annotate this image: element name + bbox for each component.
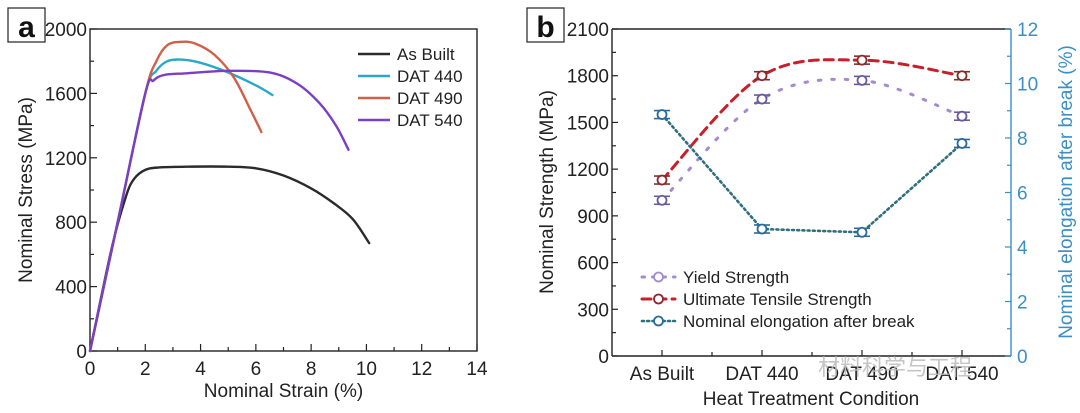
legend-marker xyxy=(653,293,664,305)
panel-b-label: b xyxy=(536,11,554,44)
y-tick-label: 600 xyxy=(577,254,609,275)
data-point xyxy=(854,54,870,66)
series-line-dat-490 xyxy=(88,40,263,353)
x-tick-label: 4 xyxy=(195,359,206,380)
x-tick-label: 2 xyxy=(140,359,151,380)
legend-label: Nominal elongation after break xyxy=(683,312,915,331)
panel-b-y2-axis-label: Nominal elongation after break (%) xyxy=(1056,45,1077,339)
y-tick-label: 800 xyxy=(55,213,87,234)
marker-circle xyxy=(856,74,868,86)
x-category-label: As Built xyxy=(630,364,695,385)
data-point xyxy=(954,70,970,82)
y-tick-label: 1800 xyxy=(567,67,609,88)
series-line-ultimate-tensile-strength xyxy=(660,58,964,182)
legend-marker xyxy=(653,315,664,327)
series-line-as-built xyxy=(88,165,371,353)
x-tick-label: 0 xyxy=(85,359,96,380)
marker-circle xyxy=(756,93,768,105)
y-tick-label: 2000 xyxy=(45,20,87,41)
panel-b-y-axis-label: Nominal Strength (MPa) xyxy=(537,90,558,294)
legend-marker xyxy=(653,271,664,283)
x-tick-label: 12 xyxy=(411,359,432,380)
data-point xyxy=(954,110,970,122)
legend-label: Ultimate Tensile Strength xyxy=(683,290,872,309)
x-tick-label: 6 xyxy=(251,359,262,380)
x-tick-label: 14 xyxy=(466,359,488,380)
data-point xyxy=(954,138,970,149)
data-point xyxy=(654,194,670,206)
marker-circle xyxy=(656,194,668,206)
data-point xyxy=(654,174,670,186)
panel-a-series xyxy=(88,40,371,353)
marker-circle xyxy=(956,70,968,82)
x-category-label: DAT 440 xyxy=(725,364,798,385)
legend-label: DAT 540 xyxy=(397,111,463,130)
legend-label: Yield Strength xyxy=(683,268,789,287)
data-point xyxy=(754,93,770,105)
legend-label: DAT 490 xyxy=(397,89,463,108)
y-tick-label: 2100 xyxy=(567,20,609,41)
watermark: 材料科学与工程 xyxy=(818,356,972,381)
panel-a: a 0 2 4 6 8 10 12 14 0 400 800 1200 1600 2000 Nominal… xyxy=(7,7,488,402)
series-line-dat-440 xyxy=(88,58,274,353)
y-tick-label: 1200 xyxy=(567,160,609,181)
panel-b-label-box xyxy=(526,7,565,43)
marker-circle xyxy=(756,223,768,235)
y2-tick-label: 10 xyxy=(1017,75,1038,96)
panel-a-label-box xyxy=(7,7,46,43)
panel-b-legend: Yield Strength Ultimate Tensile Strength N… xyxy=(640,268,915,331)
marker-circle xyxy=(656,109,668,120)
legend-label: As Built xyxy=(397,45,455,64)
marker-circle xyxy=(956,110,968,122)
data-point xyxy=(754,223,770,235)
y-tick-label: 1600 xyxy=(45,84,87,105)
data-point xyxy=(754,70,770,82)
y2-tick-label: 8 xyxy=(1017,129,1028,150)
y-tick-label: 400 xyxy=(55,278,87,299)
marker-circle xyxy=(856,54,868,66)
marker-circle xyxy=(756,70,768,82)
panel-a-y-axis-label: Nominal Stress (MPa) xyxy=(16,97,37,283)
x-category-label: DAT 490 xyxy=(825,364,898,385)
data-point xyxy=(854,226,870,238)
panel-a-label: a xyxy=(18,11,35,44)
panel-a-legend: As Built DAT 440 DAT 490 DAT 540 xyxy=(358,45,463,130)
series-line-dat-540 xyxy=(88,69,350,353)
y2-tick-label: 4 xyxy=(1017,238,1028,259)
panel-a-ticks: 0 2 4 6 8 10 12 14 0 400 800 1200 1600 2000 xyxy=(45,20,488,380)
series-line-nominal-elongation-after-break xyxy=(660,113,964,234)
panel-b: b As Built DAT 440 DAT 490 DAT 540 0 300 600 90… xyxy=(526,7,1077,410)
y-tick-label: 300 xyxy=(577,300,609,321)
y-tick-label: 0 xyxy=(76,342,87,363)
series-line-yield-strength xyxy=(660,77,964,202)
marker-circle xyxy=(956,138,968,149)
x-category-label: DAT 540 xyxy=(925,364,998,385)
x-tick-label: 10 xyxy=(356,359,377,380)
y2-tick-label: 2 xyxy=(1017,293,1028,314)
y-tick-label: 900 xyxy=(577,207,609,228)
y2-tick-label: 0 xyxy=(1017,347,1028,368)
y-tick-label: 1200 xyxy=(45,149,87,170)
panel-b-ticks: As Built DAT 440 DAT 490 DAT 540 0 300 600 900 1… xyxy=(567,20,1038,385)
marker-circle xyxy=(856,226,868,238)
panel-b-x-axis-label: Heat Treatment Condition xyxy=(703,389,920,410)
panel-b-series xyxy=(654,54,970,238)
y-tick-label: 0 xyxy=(598,347,609,368)
legend-label: DAT 440 xyxy=(397,67,463,86)
y-tick-label: 1500 xyxy=(567,113,609,134)
x-tick-label: 8 xyxy=(306,359,317,380)
data-point xyxy=(854,74,870,86)
y2-tick-label: 6 xyxy=(1017,184,1028,205)
panel-a-x-axis-label: Nominal Strain (%) xyxy=(204,381,363,402)
data-point xyxy=(654,109,670,120)
y2-tick-label: 12 xyxy=(1017,20,1038,41)
marker-circle xyxy=(656,174,668,186)
